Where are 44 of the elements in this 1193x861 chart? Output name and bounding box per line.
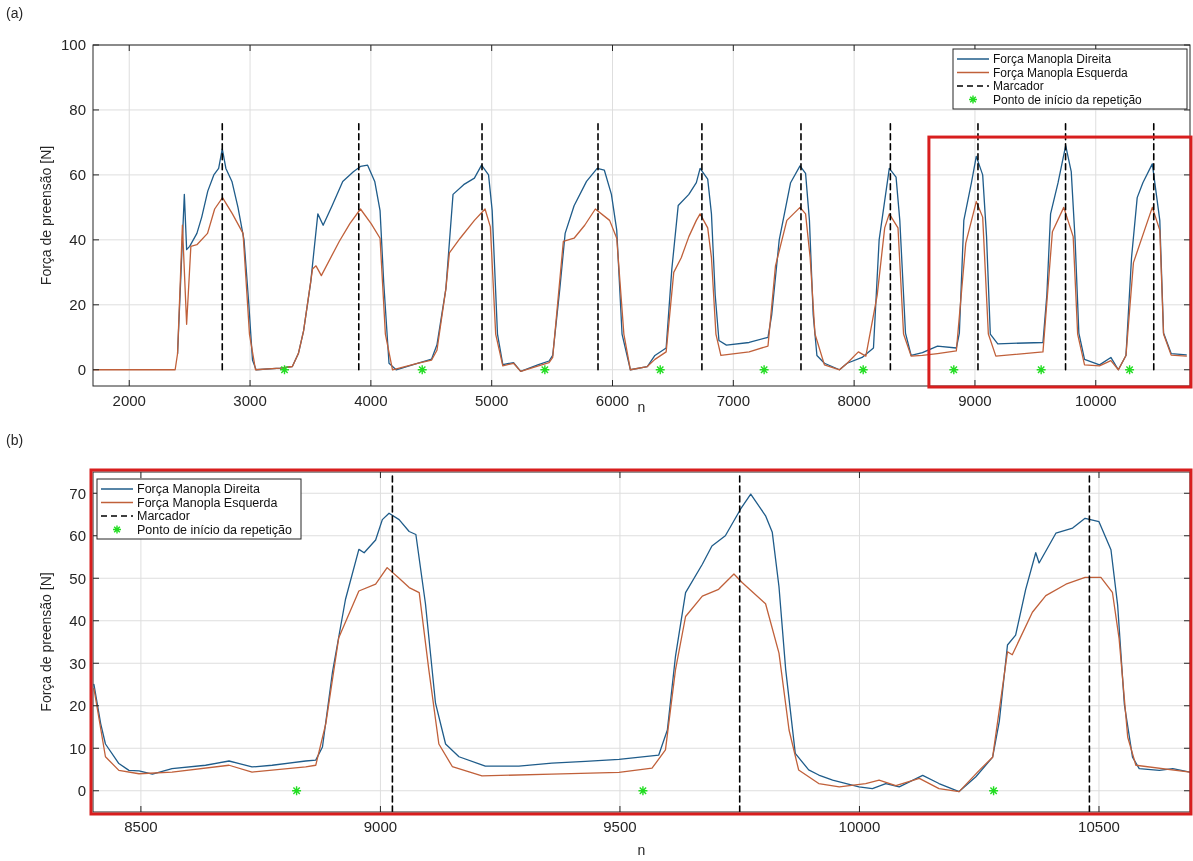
x-axis-title: n	[637, 842, 646, 858]
legend-label: Marcador	[993, 79, 1044, 94]
y-tick-label: 50	[69, 569, 86, 587]
y-tick-label: 20	[69, 697, 86, 714]
x-tick-label: 6000	[595, 392, 630, 409]
legend-label: Força Manopla Esquerda	[993, 65, 1129, 80]
x-tick-label: 10000	[838, 818, 881, 835]
x-tick-label: 9000	[363, 818, 398, 835]
x-tick-label: 3000	[233, 392, 267, 409]
y-tick-label: 0	[77, 782, 86, 799]
y-tick-label: 20	[69, 296, 86, 314]
text: (a)	[6, 5, 24, 21]
y-tick-label: 60	[69, 527, 86, 544]
line-series	[93, 566, 1190, 793]
text: (b)	[6, 432, 24, 448]
legend-label: Força Manopla Direita	[137, 482, 261, 497]
y-tick-label: 70	[69, 484, 86, 502]
y-tick-label: 0	[77, 361, 86, 379]
x-tick-label: 10500	[1078, 818, 1120, 835]
y-tick-label: 10	[69, 739, 86, 757]
y-tick-label: 80	[69, 101, 86, 119]
x-axis-title: n	[637, 399, 646, 415]
legend-label: Ponto de início da repetição	[137, 522, 293, 537]
x-tick-label: 4000	[354, 392, 388, 409]
x-tick-label: 7000	[716, 392, 751, 409]
y-tick-label: 100	[60, 36, 86, 54]
y-tick-label: 40	[69, 231, 86, 249]
x-tick-label: 2000	[112, 392, 146, 409]
x-tick-label: 9000	[958, 392, 992, 409]
legend-label: Ponto de início da repetição	[993, 92, 1143, 107]
y-axis-title: Força de preensão [N]	[38, 145, 54, 286]
y-tick-label: 30	[69, 654, 86, 672]
legend-label: Força Manopla Esquerda	[137, 495, 278, 510]
x-tick-label: 8500	[124, 818, 158, 835]
x-tick-label: 5000	[475, 392, 509, 409]
x-tick-label: 8000	[837, 392, 871, 409]
y-tick-label: 40	[69, 612, 86, 629]
y-tick-label: 60	[69, 166, 86, 184]
y-axis-title: Força de preensão [N]	[38, 572, 54, 712]
legend-label: Força Manopla Direita	[993, 52, 1112, 67]
x-tick-label: 10000	[1074, 392, 1117, 409]
legend-label: Marcador	[137, 509, 190, 524]
line-series	[176, 145, 1187, 373]
x-tick-label: 9500	[603, 818, 637, 835]
